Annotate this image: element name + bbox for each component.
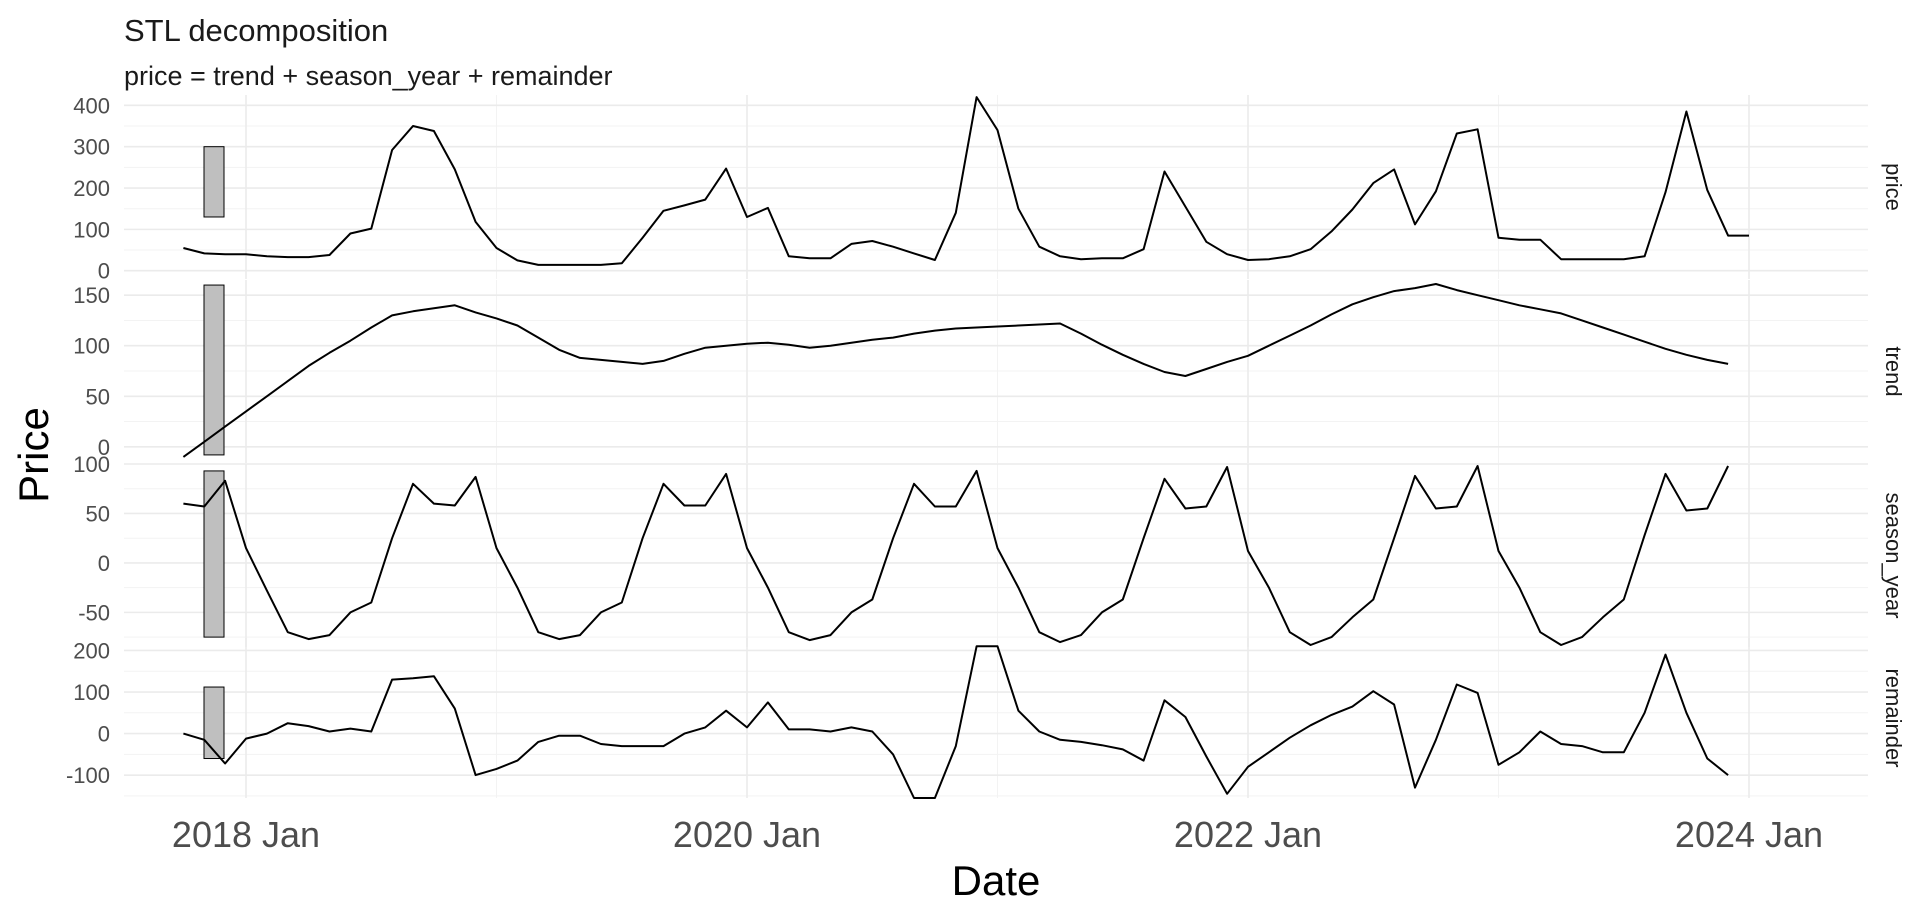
y-tick-label: 300 [73, 135, 110, 160]
series-line-remainder [183, 645, 1729, 799]
y-tick-label: 0 [98, 722, 110, 747]
facet-panels: 0100200300400price050100150trend-5005010… [66, 93, 1906, 799]
y-tick-label: 0 [98, 259, 110, 284]
x-tick-label: 2022 Jan [1174, 814, 1322, 855]
y-tick-label: 150 [73, 283, 110, 308]
x-axis-title: Date [952, 857, 1041, 904]
y-tick-label: 100 [73, 452, 110, 477]
x-axis-ticks: 2018 Jan 2020 Jan 2022 Jan 2024 Jan [172, 814, 1823, 855]
y-tick-label: 100 [73, 680, 110, 705]
series-line-season_year [183, 465, 1729, 646]
y-tick-label: 0 [98, 551, 110, 576]
y-tick-label: 200 [73, 176, 110, 201]
y-tick-label: -100 [66, 763, 110, 788]
panel-season_year: -50 0 50 100 season_year [73, 452, 1906, 647]
strip-label-season_year: season_year [1881, 493, 1906, 619]
y-tick-label: 100 [73, 217, 110, 242]
strip-label-trend: trend [1881, 346, 1906, 396]
panel-trend: 0 50 100 150 trend [73, 280, 1906, 463]
x-tick-label: 2018 Jan [172, 814, 320, 855]
series-line-price [183, 96, 1749, 266]
series-line-trend [182, 283, 1729, 458]
y-tick-label: 0 [98, 435, 110, 460]
chart-title: STL decomposition [124, 13, 388, 48]
x-tick-label: 2020 Jan [673, 814, 821, 855]
y-tick-label: 50 [86, 501, 110, 526]
y-tick-label: 50 [86, 384, 110, 409]
y-tick-label: 400 [73, 93, 110, 118]
strip-label-price: price [1881, 163, 1906, 211]
x-tick-label: 2024 Jan [1675, 814, 1823, 855]
y-axis-title: Price [10, 407, 57, 503]
scale-bar [203, 146, 225, 218]
strip-label-remainder: remainder [1881, 668, 1906, 767]
scale-bar [203, 686, 225, 760]
scale-bar [203, 284, 225, 456]
scale-bar [203, 470, 225, 638]
panel-price: 0 100 200 300 400 price [73, 93, 1906, 284]
y-tick-label: -50 [78, 600, 110, 625]
chart-subtitle: price = trend + season_year + remainder [124, 61, 613, 91]
panel-remainder: -100 0 100 200 remainder [66, 638, 1906, 799]
y-tick-label: 100 [73, 334, 110, 359]
y-tick-label: 200 [73, 638, 110, 663]
